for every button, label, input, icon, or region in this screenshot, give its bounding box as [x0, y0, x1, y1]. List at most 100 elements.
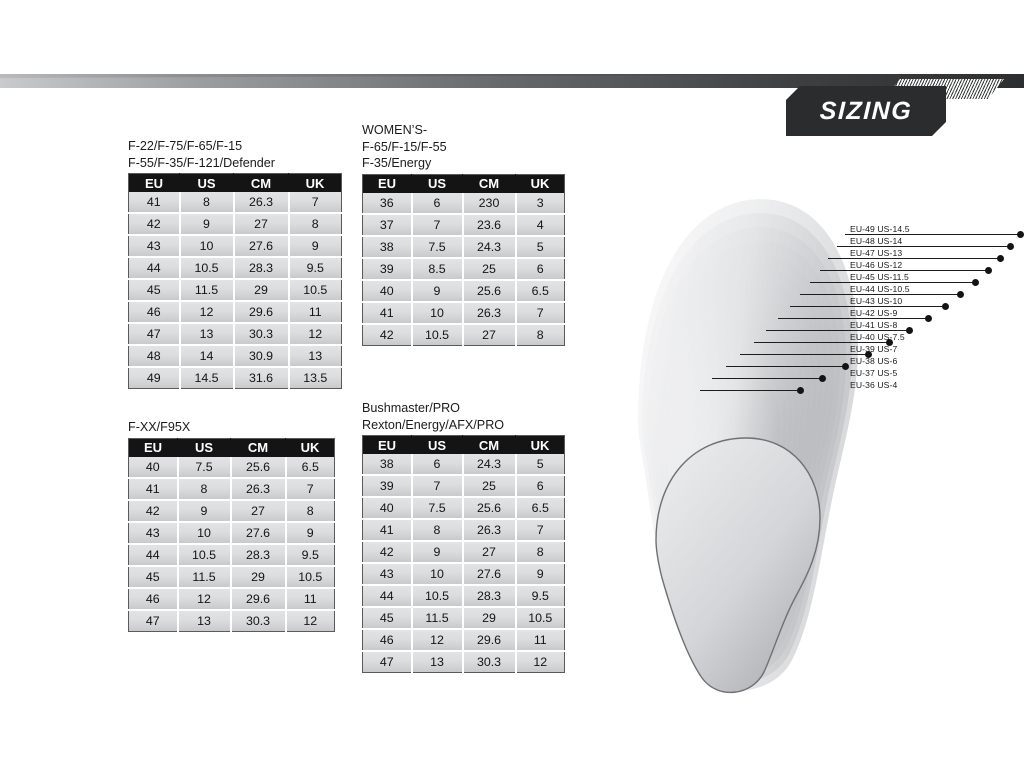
- cell-us: 7.5: [177, 456, 232, 479]
- cell-uk: 6.5: [515, 279, 565, 303]
- cell-eu: 49: [128, 367, 181, 389]
- cell-cm: 29.6: [230, 587, 287, 611]
- callout-leader-line: [726, 366, 845, 368]
- cell-cm: 29: [462, 607, 517, 630]
- cell-cm: 30.3: [230, 609, 287, 631]
- cell-uk: 9.5: [515, 585, 565, 608]
- cell-eu: 44: [128, 257, 181, 280]
- callout-label: EU-42 US-9: [850, 308, 898, 318]
- cell-cm: 26.3: [462, 301, 517, 325]
- column-header-uk: UK: [515, 174, 565, 193]
- callout-label: EU-38 US-6: [850, 356, 898, 366]
- table-row: 47 13 30.3 12: [128, 323, 342, 346]
- table-row: 41 8 26.3 7: [128, 477, 335, 501]
- callout-eu-40: EU-40 US-7.5: [700, 332, 1024, 346]
- cell-us: 13: [179, 323, 235, 346]
- table-body-womens: 36 6 230 3 37 7 23.6 4 38 7.5 24.3 5 39 8.5 25 6 40 9…: [362, 192, 565, 345]
- column-header-us: US: [177, 438, 231, 457]
- table-body-bushmaster: 38 6 24.3 5 39 7 25 6 40 7.5 25.6 6.5 41 8 26.3 7 42…: [362, 454, 565, 673]
- table-row: 46 12 29.6 11: [128, 587, 335, 611]
- table-row: 36 6 230 3: [362, 192, 565, 215]
- table-title-f22: F-22/F-75/F-65/F-15 F-55/F-35/F-121/Defe…: [128, 138, 342, 171]
- cell-eu: 42: [128, 213, 181, 236]
- callout-eu-42: EU-42 US-9: [700, 308, 1024, 322]
- cell-eu: 46: [362, 629, 413, 652]
- cell-uk: 10.5: [288, 279, 342, 302]
- cell-eu: 37: [362, 213, 413, 237]
- cell-eu: 44: [362, 585, 413, 608]
- cell-uk: 12: [288, 323, 342, 346]
- column-header-uk: UK: [288, 173, 342, 192]
- cell-us: 11.5: [177, 565, 232, 589]
- cell-cm: 30.3: [233, 323, 290, 346]
- cell-cm: 29.6: [462, 629, 517, 652]
- cell-cm: 29: [233, 279, 290, 302]
- cell-eu: 40: [362, 497, 413, 520]
- cell-uk: 9: [285, 521, 335, 545]
- callout-eu-46: EU-46 US-12: [700, 260, 1024, 274]
- callout-eu-41: EU-41 US-8: [700, 320, 1024, 334]
- callout-eu-39: EU-39 US-7: [700, 344, 1024, 358]
- cell-us: 7: [411, 475, 464, 498]
- table-row: 43 10 27.6 9: [128, 235, 342, 258]
- cell-eu: 43: [128, 521, 179, 545]
- cell-us: 9: [411, 541, 464, 564]
- callout-label: EU-43 US-10: [850, 296, 903, 306]
- cell-uk: 6: [515, 257, 565, 281]
- callout-label: EU-36 US-4: [850, 380, 898, 390]
- table-row: 44 10.5 28.3 9.5: [128, 543, 335, 567]
- callout-dot: [1007, 243, 1014, 250]
- cell-cm: 31.6: [233, 367, 290, 389]
- cell-cm: 25.6: [462, 497, 517, 520]
- insole-illustration: [596, 150, 896, 710]
- cell-cm: 28.3: [233, 257, 290, 280]
- column-header-cm: CM: [230, 438, 286, 457]
- callout-leader-line: [740, 354, 868, 356]
- column-header-cm: CM: [462, 435, 516, 454]
- cell-eu: 43: [362, 563, 413, 586]
- cell-us: 11.5: [411, 607, 464, 630]
- cell-cm: 27.6: [462, 563, 517, 586]
- cell-us: 10: [179, 235, 235, 258]
- callout-dot: [972, 279, 979, 286]
- size-table-fxx: EU US CM UK 40 7.5 25.6 6.5 41 8 26.3 7 42 9 27 8…: [128, 437, 335, 632]
- table-title-line: F-XX/F95X: [128, 420, 191, 434]
- cell-cm: 25: [462, 257, 517, 281]
- cell-uk: 8: [515, 541, 565, 564]
- cell-us: 12: [177, 587, 232, 611]
- table-title-fxx: F-XX/F95X: [128, 419, 335, 436]
- cell-cm: 27.6: [233, 235, 290, 258]
- callout-eu-45: EU-45 US-11.5: [700, 272, 1024, 286]
- table-title-line: Bushmaster/PRO: [362, 401, 460, 415]
- cell-cm: 29: [230, 565, 287, 589]
- column-header-eu: EU: [362, 435, 412, 454]
- callout-eu-37: EU-37 US-5: [700, 368, 1024, 382]
- cell-eu: 43: [128, 235, 181, 258]
- callout-eu-48: EU-48 US-14: [700, 236, 1024, 250]
- cell-cm: 29.6: [233, 301, 290, 324]
- cell-eu: 45: [362, 607, 413, 630]
- size-table-block-f22: F-22/F-75/F-65/F-15 F-55/F-35/F-121/Defe…: [128, 138, 342, 389]
- cell-us: 10.5: [411, 323, 464, 345]
- cell-cm: 24.3: [462, 235, 517, 259]
- callout-leader-line: [845, 234, 1020, 236]
- cell-cm: 230: [462, 192, 517, 215]
- callout-dot: [957, 291, 964, 298]
- column-header-uk: UK: [285, 438, 335, 457]
- cell-us: 10: [177, 521, 232, 545]
- column-header-us: US: [411, 174, 463, 193]
- cell-eu: 41: [128, 192, 181, 214]
- cell-cm: 26.3: [462, 519, 517, 542]
- cell-uk: 7: [515, 301, 565, 325]
- callout-dot: [925, 315, 932, 322]
- cell-uk: 8: [515, 323, 565, 345]
- table-title-bushmaster: Bushmaster/PRO Rexton/Energy/AFX/PRO: [362, 400, 565, 433]
- callout-dot: [997, 255, 1004, 262]
- table-row: 43 10 27.6 9: [362, 563, 565, 586]
- size-table-f22: EU US CM UK 41 8 26.3 7 42 9 27 8 43 10 27.6 9 44…: [128, 173, 342, 389]
- cell-cm: 25.6: [230, 456, 287, 479]
- cell-eu: 39: [362, 257, 413, 281]
- callout-label: EU-48 US-14: [850, 236, 903, 246]
- callout-leader-line: [712, 378, 822, 380]
- cell-cm: 27: [462, 541, 517, 564]
